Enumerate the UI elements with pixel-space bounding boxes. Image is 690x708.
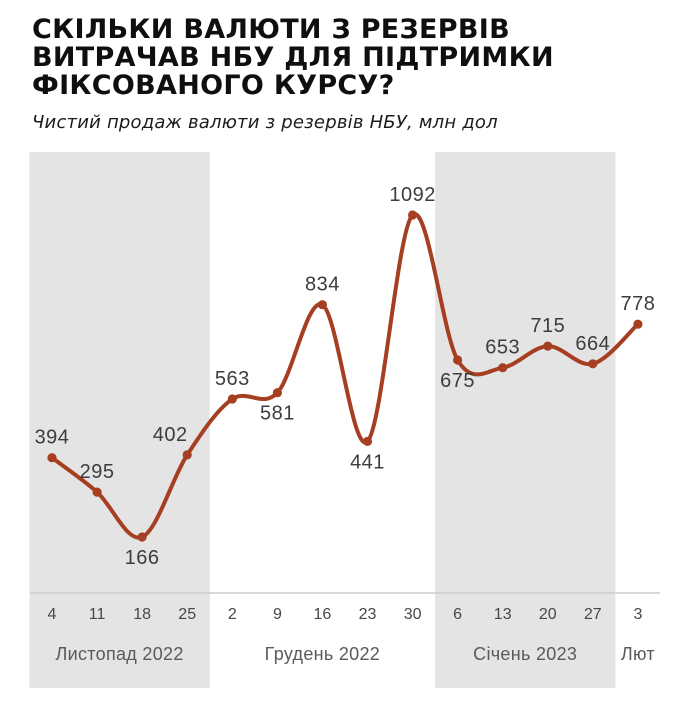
data-point-marker <box>588 359 598 369</box>
value-label: 1092 <box>389 184 436 206</box>
data-point-marker <box>47 453 57 463</box>
data-point-marker <box>498 363 508 373</box>
title-line-2: ВИТРАЧАВ НБУ ДЛЯ ПІДТРИМКИ <box>32 42 554 73</box>
x-tick-label: 4 <box>48 606 57 623</box>
value-label: 166 <box>125 547 160 569</box>
x-tick-label: 20 <box>539 606 557 623</box>
x-tick-label: 2 <box>228 606 237 623</box>
value-label: 563 <box>215 368 250 390</box>
x-tick-label: 23 <box>359 606 377 623</box>
month-band <box>29 152 210 688</box>
chart-subtitle: Чистий продаж валюти з резервів НБУ, млн… <box>32 112 498 133</box>
data-point-marker <box>227 394 237 404</box>
x-tick-label: 3 <box>633 606 642 623</box>
chart-area: 394 295 166 402 563 581 834 441 1092 675 653 715 664… <box>0 145 690 708</box>
data-point-marker <box>633 319 643 329</box>
series-line <box>50 212 640 540</box>
value-label: 778 <box>620 293 655 315</box>
value-label: 834 <box>305 274 340 296</box>
value-label: 675 <box>440 370 475 392</box>
value-label: 664 <box>575 333 610 355</box>
month-label: Грудень 2022 <box>265 644 380 664</box>
x-tick-label: 25 <box>178 606 196 623</box>
value-label: 715 <box>530 315 565 337</box>
data-point-marker <box>362 436 373 446</box>
chart-svg: 3942951664025635818344411092675653715664… <box>29 152 660 688</box>
page-title: СКІЛЬКИ ВАЛЮТИ З РЕЗЕРВІВ ВИТРАЧАВ НБУ Д… <box>32 16 554 100</box>
value-label: 295 <box>80 461 115 483</box>
value-label: 581 <box>260 403 295 425</box>
data-point-marker <box>92 487 102 497</box>
data-point-marker <box>408 210 418 220</box>
data-point-marker <box>272 388 282 398</box>
x-tick-label: 13 <box>494 606 512 623</box>
data-point-marker <box>453 355 463 365</box>
value-label: 402 <box>153 424 188 446</box>
data-point-marker <box>182 450 192 460</box>
title-line-1: СКІЛЬКИ ВАЛЮТИ З РЕЗЕРВІВ <box>32 14 510 45</box>
x-tick-label: 18 <box>133 606 151 623</box>
month-label: Лют <box>621 644 655 664</box>
x-tick-label: 16 <box>314 606 332 623</box>
x-tick-label: 9 <box>273 606 282 623</box>
data-point-marker <box>317 300 327 310</box>
value-label: 441 <box>350 451 385 473</box>
value-label: 653 <box>485 337 520 359</box>
x-tick-label: 11 <box>89 606 106 623</box>
x-tick-label: 30 <box>404 606 422 623</box>
x-tick-label: 6 <box>453 606 462 623</box>
x-tick-label: 27 <box>584 606 602 623</box>
data-point-marker <box>137 532 147 542</box>
month-label: Листопад 2022 <box>56 644 184 664</box>
value-label: 394 <box>35 427 70 449</box>
month-band <box>435 152 616 688</box>
month-label: Січень 2023 <box>473 644 577 664</box>
data-point-marker <box>543 341 553 351</box>
title-line-3: ФІКСОВАНОГО КУРСУ? <box>32 70 395 101</box>
